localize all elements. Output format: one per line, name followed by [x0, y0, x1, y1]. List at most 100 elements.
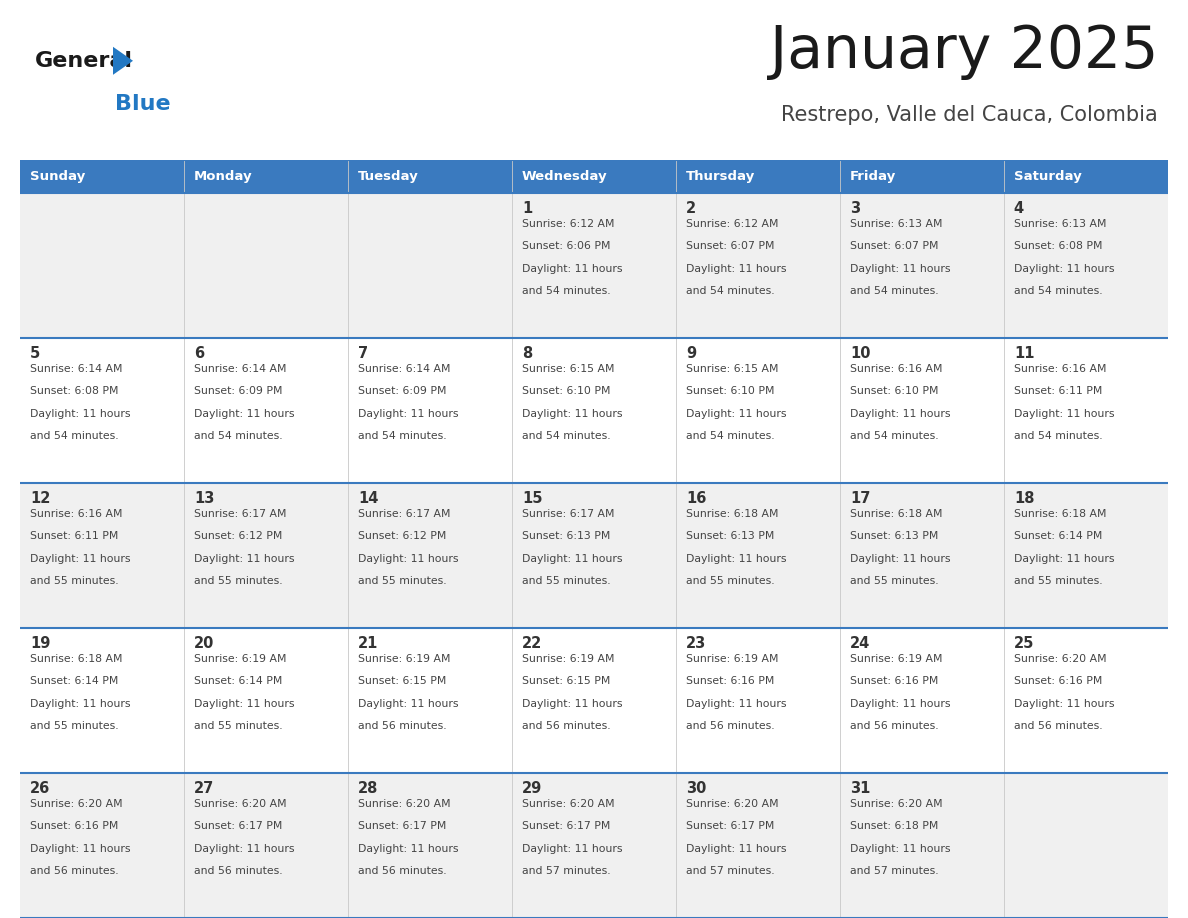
Text: January 2025: January 2025: [770, 23, 1158, 80]
Text: Sunrise: 6:19 AM: Sunrise: 6:19 AM: [358, 654, 450, 664]
Text: Sunrise: 6:12 AM: Sunrise: 6:12 AM: [685, 219, 778, 229]
Text: 26: 26: [30, 781, 50, 796]
Text: 13: 13: [194, 491, 214, 506]
Text: 16: 16: [685, 491, 706, 506]
Text: Sunrise: 6:20 AM: Sunrise: 6:20 AM: [522, 799, 614, 809]
Text: Sunrise: 6:20 AM: Sunrise: 6:20 AM: [194, 799, 286, 809]
Text: Sunset: 6:17 PM: Sunset: 6:17 PM: [685, 822, 775, 832]
Text: 22: 22: [522, 636, 542, 651]
Text: and 54 minutes.: and 54 minutes.: [358, 431, 447, 442]
Text: Sunrise: 6:17 AM: Sunrise: 6:17 AM: [358, 509, 450, 519]
Text: 11: 11: [1013, 346, 1035, 361]
Text: Sunrise: 6:19 AM: Sunrise: 6:19 AM: [685, 654, 778, 664]
Text: Sunset: 6:16 PM: Sunset: 6:16 PM: [685, 677, 775, 687]
Text: and 56 minutes.: and 56 minutes.: [1013, 722, 1102, 732]
Text: Sunset: 6:14 PM: Sunset: 6:14 PM: [1013, 532, 1102, 542]
Text: Daylight: 11 hours: Daylight: 11 hours: [849, 409, 950, 419]
Text: Daylight: 11 hours: Daylight: 11 hours: [522, 409, 623, 419]
Text: Sunrise: 6:12 AM: Sunrise: 6:12 AM: [522, 219, 614, 229]
Text: Sunset: 6:16 PM: Sunset: 6:16 PM: [30, 822, 119, 832]
Text: Sunrise: 6:14 AM: Sunrise: 6:14 AM: [30, 364, 122, 374]
Text: Sunrise: 6:17 AM: Sunrise: 6:17 AM: [194, 509, 286, 519]
Text: Sunset: 6:14 PM: Sunset: 6:14 PM: [30, 677, 119, 687]
Text: and 55 minutes.: and 55 minutes.: [849, 577, 939, 587]
Text: Daylight: 11 hours: Daylight: 11 hours: [685, 409, 786, 419]
Text: and 54 minutes.: and 54 minutes.: [685, 431, 775, 442]
Text: 29: 29: [522, 781, 542, 796]
Text: Daylight: 11 hours: Daylight: 11 hours: [1013, 409, 1114, 419]
Text: Sunset: 6:18 PM: Sunset: 6:18 PM: [849, 822, 939, 832]
Text: Daylight: 11 hours: Daylight: 11 hours: [194, 844, 295, 854]
Text: Sunset: 6:06 PM: Sunset: 6:06 PM: [522, 241, 611, 252]
Bar: [512, 160, 676, 193]
Text: and 55 minutes.: and 55 minutes.: [1013, 577, 1102, 587]
Text: and 54 minutes.: and 54 minutes.: [194, 431, 283, 442]
Text: Sunrise: 6:19 AM: Sunrise: 6:19 AM: [849, 654, 942, 664]
Text: 20: 20: [194, 636, 214, 651]
Text: 23: 23: [685, 636, 706, 651]
Bar: [20, 773, 1168, 918]
Text: Daylight: 11 hours: Daylight: 11 hours: [30, 844, 131, 854]
Text: Saturday: Saturday: [1013, 170, 1081, 183]
Text: Sunset: 6:13 PM: Sunset: 6:13 PM: [522, 532, 611, 542]
Text: and 56 minutes.: and 56 minutes.: [358, 867, 447, 877]
Text: and 55 minutes.: and 55 minutes.: [194, 722, 283, 732]
Text: Thursday: Thursday: [685, 170, 756, 183]
Text: and 55 minutes.: and 55 minutes.: [358, 577, 447, 587]
Text: Tuesday: Tuesday: [358, 170, 418, 183]
Text: Sunset: 6:14 PM: Sunset: 6:14 PM: [194, 677, 283, 687]
Text: 10: 10: [849, 346, 871, 361]
Text: Sunset: 6:09 PM: Sunset: 6:09 PM: [358, 386, 447, 397]
Bar: [20, 193, 1168, 338]
Text: 9: 9: [685, 346, 696, 361]
Bar: [840, 160, 1004, 193]
Text: Sunrise: 6:16 AM: Sunrise: 6:16 AM: [30, 509, 122, 519]
Polygon shape: [113, 47, 133, 74]
Text: and 54 minutes.: and 54 minutes.: [522, 431, 611, 442]
Bar: [1004, 160, 1168, 193]
Text: Friday: Friday: [849, 170, 896, 183]
Text: and 56 minutes.: and 56 minutes.: [522, 722, 611, 732]
Text: and 54 minutes.: and 54 minutes.: [849, 431, 939, 442]
Text: Daylight: 11 hours: Daylight: 11 hours: [685, 699, 786, 709]
Text: Sunrise: 6:20 AM: Sunrise: 6:20 AM: [30, 799, 122, 809]
Text: 7: 7: [358, 346, 368, 361]
Text: Sunrise: 6:16 AM: Sunrise: 6:16 AM: [849, 364, 942, 374]
Text: Daylight: 11 hours: Daylight: 11 hours: [358, 554, 459, 564]
Text: 27: 27: [194, 781, 214, 796]
Text: 17: 17: [849, 491, 871, 506]
Text: Sunset: 6:15 PM: Sunset: 6:15 PM: [522, 677, 611, 687]
Text: Sunset: 6:11 PM: Sunset: 6:11 PM: [30, 532, 119, 542]
Text: Sunset: 6:17 PM: Sunset: 6:17 PM: [358, 822, 447, 832]
Text: Sunset: 6:07 PM: Sunset: 6:07 PM: [685, 241, 775, 252]
Text: 3: 3: [849, 201, 860, 216]
Text: 1: 1: [522, 201, 532, 216]
Text: Daylight: 11 hours: Daylight: 11 hours: [194, 554, 295, 564]
Text: Daylight: 11 hours: Daylight: 11 hours: [194, 409, 295, 419]
Text: and 56 minutes.: and 56 minutes.: [358, 722, 447, 732]
Text: and 57 minutes.: and 57 minutes.: [849, 867, 939, 877]
Text: 21: 21: [358, 636, 378, 651]
Text: Sunset: 6:10 PM: Sunset: 6:10 PM: [849, 386, 939, 397]
Text: Sunset: 6:10 PM: Sunset: 6:10 PM: [685, 386, 775, 397]
Text: Sunset: 6:17 PM: Sunset: 6:17 PM: [194, 822, 283, 832]
Text: 19: 19: [30, 636, 50, 651]
Text: and 54 minutes.: and 54 minutes.: [1013, 431, 1102, 442]
Text: Sunrise: 6:16 AM: Sunrise: 6:16 AM: [1013, 364, 1106, 374]
Text: Sunrise: 6:13 AM: Sunrise: 6:13 AM: [849, 219, 942, 229]
Text: Sunset: 6:15 PM: Sunset: 6:15 PM: [358, 677, 447, 687]
Text: 18: 18: [1013, 491, 1035, 506]
Text: Sunrise: 6:13 AM: Sunrise: 6:13 AM: [1013, 219, 1106, 229]
Text: Daylight: 11 hours: Daylight: 11 hours: [849, 844, 950, 854]
Text: Daylight: 11 hours: Daylight: 11 hours: [194, 699, 295, 709]
Text: Monday: Monday: [194, 170, 253, 183]
Text: 24: 24: [849, 636, 870, 651]
Text: Sunrise: 6:17 AM: Sunrise: 6:17 AM: [522, 509, 614, 519]
Bar: [20, 160, 184, 193]
Text: 6: 6: [194, 346, 204, 361]
Text: Sunset: 6:12 PM: Sunset: 6:12 PM: [194, 532, 283, 542]
Text: 31: 31: [849, 781, 871, 796]
Text: and 55 minutes.: and 55 minutes.: [30, 577, 119, 587]
Text: Daylight: 11 hours: Daylight: 11 hours: [849, 264, 950, 274]
Text: Sunrise: 6:18 AM: Sunrise: 6:18 AM: [1013, 509, 1106, 519]
